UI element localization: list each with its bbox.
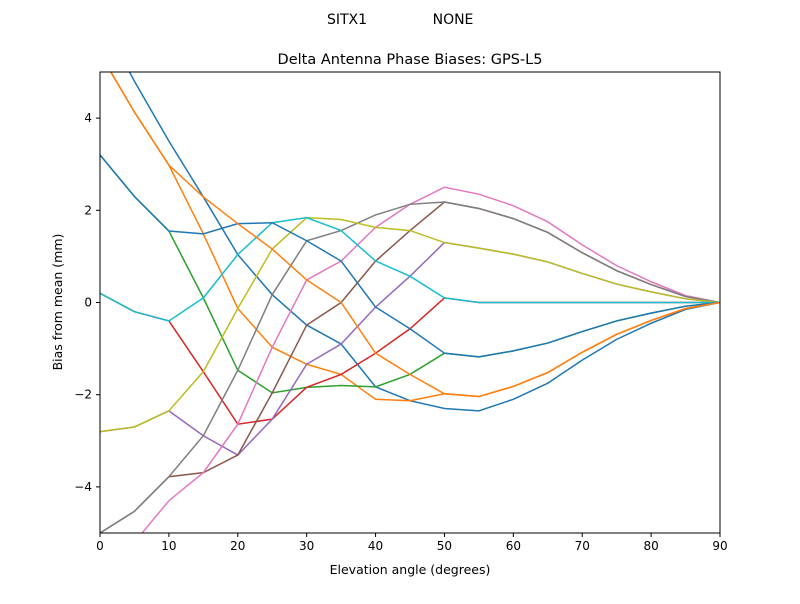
x-tick-label: 80 xyxy=(643,539,658,553)
y-tick-label: 2 xyxy=(84,203,92,217)
y-tick-label: 0 xyxy=(84,296,92,310)
y-tick-label: −2 xyxy=(74,388,92,402)
series-line-9 xyxy=(100,216,720,322)
series-line-10 xyxy=(100,154,720,358)
x-tick-label: 50 xyxy=(437,539,452,553)
series-line-11 xyxy=(109,72,720,398)
x-tick-label: 10 xyxy=(161,539,176,553)
series-line-5 xyxy=(100,201,720,533)
x-tick-label: 40 xyxy=(368,539,383,553)
x-tick-label: 70 xyxy=(575,539,590,553)
series-line-1 xyxy=(109,72,720,402)
series-group xyxy=(100,72,720,533)
y-tick-label: −4 xyxy=(74,480,92,494)
series-line-7 xyxy=(100,201,720,533)
y-tick-label: 4 xyxy=(84,111,92,125)
suptitle-model: NONE xyxy=(433,12,474,28)
y-axis-label: Bias from mean (mm) xyxy=(50,234,65,371)
x-tick-label: 60 xyxy=(506,539,521,553)
x-tick-label: 90 xyxy=(712,539,727,553)
series-line-6 xyxy=(141,186,720,533)
x-tick-label: 30 xyxy=(299,539,314,553)
x-tick-label: 0 xyxy=(96,539,104,553)
axis-ticks: 0 10 20 30 40 50 60 70 80 90 −4 −2 0 2 4 xyxy=(74,111,727,553)
suptitle-station: SITX1 xyxy=(327,12,367,28)
chart-title: Delta Antenna Phase Biases: GPS-L5 xyxy=(278,52,543,68)
x-axis-label: Elevation angle (degrees) xyxy=(330,562,491,577)
series-line-3 xyxy=(100,292,720,426)
x-tick-label: 20 xyxy=(230,539,245,553)
series-line-8 xyxy=(100,216,720,433)
